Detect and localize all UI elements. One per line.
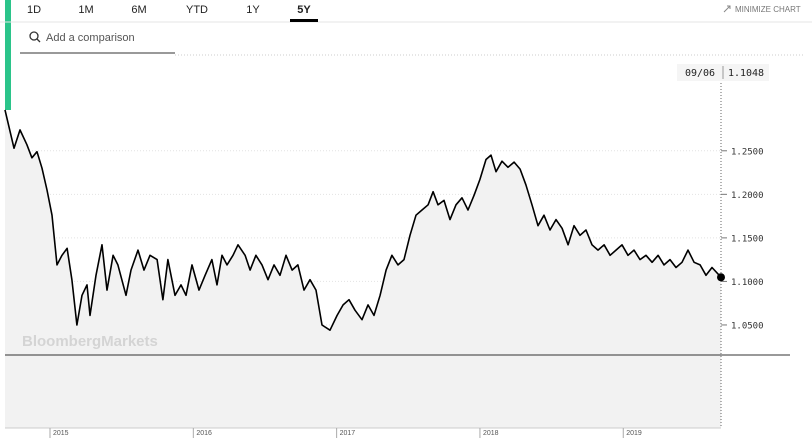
watermark: BloombergMarkets xyxy=(22,333,158,350)
price-line xyxy=(4,109,722,331)
minimize-button[interactable]: MINIMIZE CHART xyxy=(735,5,801,14)
plot xyxy=(5,109,721,356)
last-point xyxy=(717,273,725,282)
range-tab[interactable]: 5Y xyxy=(297,4,311,16)
minimize-icon xyxy=(723,5,731,13)
y-tick-label: 1.2000 xyxy=(731,191,764,201)
range-tab[interactable]: 1Y xyxy=(246,4,260,16)
area-fill xyxy=(5,109,721,356)
range-tab[interactable]: YTD xyxy=(186,4,208,16)
range-tab[interactable]: 1D xyxy=(27,4,41,16)
search-icon-handle xyxy=(36,38,41,43)
accent-bar xyxy=(5,0,11,110)
x-tick-label: 2015 xyxy=(53,430,69,437)
tooltip-date: 09/06 xyxy=(685,68,715,79)
x-tick-label: 2019 xyxy=(626,430,642,437)
x-tick-label: 2016 xyxy=(196,430,212,437)
search-input[interactable]: Add a comparison xyxy=(46,32,135,44)
active-tab-underline xyxy=(290,19,318,22)
x-tick-label: 2017 xyxy=(340,430,356,437)
x-tick-label: 2018 xyxy=(483,430,499,437)
y-tick-label: 1.1000 xyxy=(731,278,764,288)
tooltip-value: 1.1048 xyxy=(728,68,764,79)
lower-panel xyxy=(5,355,721,428)
y-tick-label: 1.2500 xyxy=(731,147,764,157)
y-tick-label: 1.1500 xyxy=(731,234,764,244)
range-tab[interactable]: 1M xyxy=(78,4,93,16)
range-tab[interactable]: 6M xyxy=(131,4,146,16)
y-tick-label: 1.0500 xyxy=(731,321,764,331)
search-icon xyxy=(29,31,39,41)
